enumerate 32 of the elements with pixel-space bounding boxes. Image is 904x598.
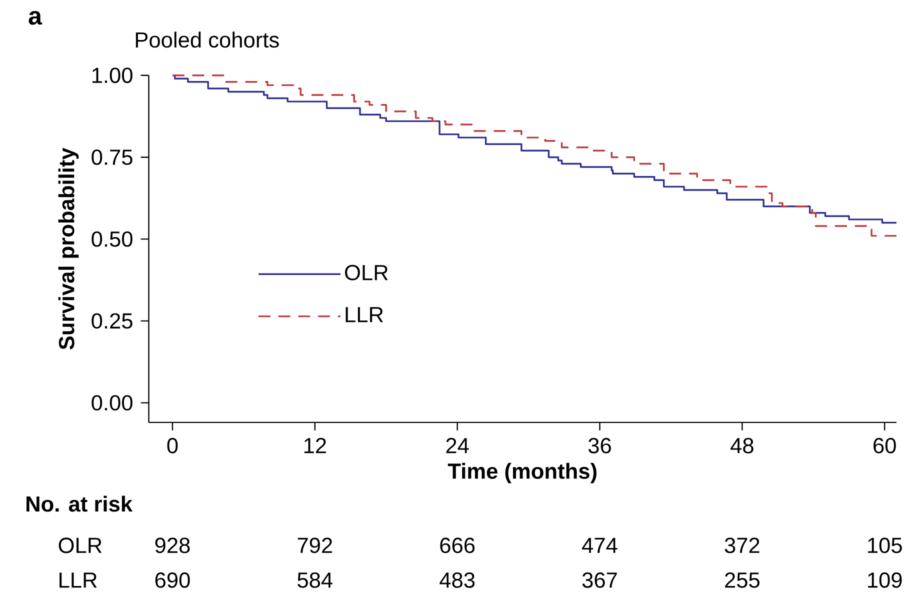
y-tick-label: 0.00 — [92, 395, 132, 411]
text: 474 — [582, 538, 618, 553]
x-tick-label: 36 — [588, 438, 611, 454]
text: 584 — [298, 572, 332, 588]
text: 928 — [155, 538, 190, 554]
text: LLR — [60, 572, 97, 588]
x-tick-label: 0 — [167, 438, 178, 454]
text: 666 — [440, 538, 475, 554]
chart-title: Pooled cohorts — [136, 32, 279, 48]
y-tick-label: 1.00 — [92, 68, 132, 84]
y-tick-label: 0.50 — [92, 231, 132, 247]
x-tick-label: 60 — [874, 438, 896, 454]
text: No. at risk — [26, 496, 133, 512]
text: 105 — [868, 538, 902, 554]
x-tick-label: 24 — [446, 438, 469, 454]
y-axis-title: Survival probability — [58, 148, 79, 350]
text: 690 — [155, 572, 190, 588]
legend-label: LLR — [346, 307, 384, 322]
x-tick-label: 48 — [730, 438, 754, 454]
text: OLR — [58, 538, 102, 554]
text: 255 — [725, 572, 760, 588]
text: 109 — [868, 572, 902, 588]
text: 792 — [298, 538, 332, 554]
text: 367 — [582, 572, 617, 588]
text: 483 — [440, 572, 475, 588]
y-tick-label: 0.25 — [92, 313, 132, 329]
legend-label: OLR — [345, 264, 388, 280]
x-axis-title: Time (months) — [448, 462, 596, 484]
x-tick-label: 12 — [304, 438, 326, 454]
text: 372 — [724, 538, 760, 554]
text: a — [28, 10, 42, 25]
y-tick-label: 0.75 — [92, 150, 132, 165]
